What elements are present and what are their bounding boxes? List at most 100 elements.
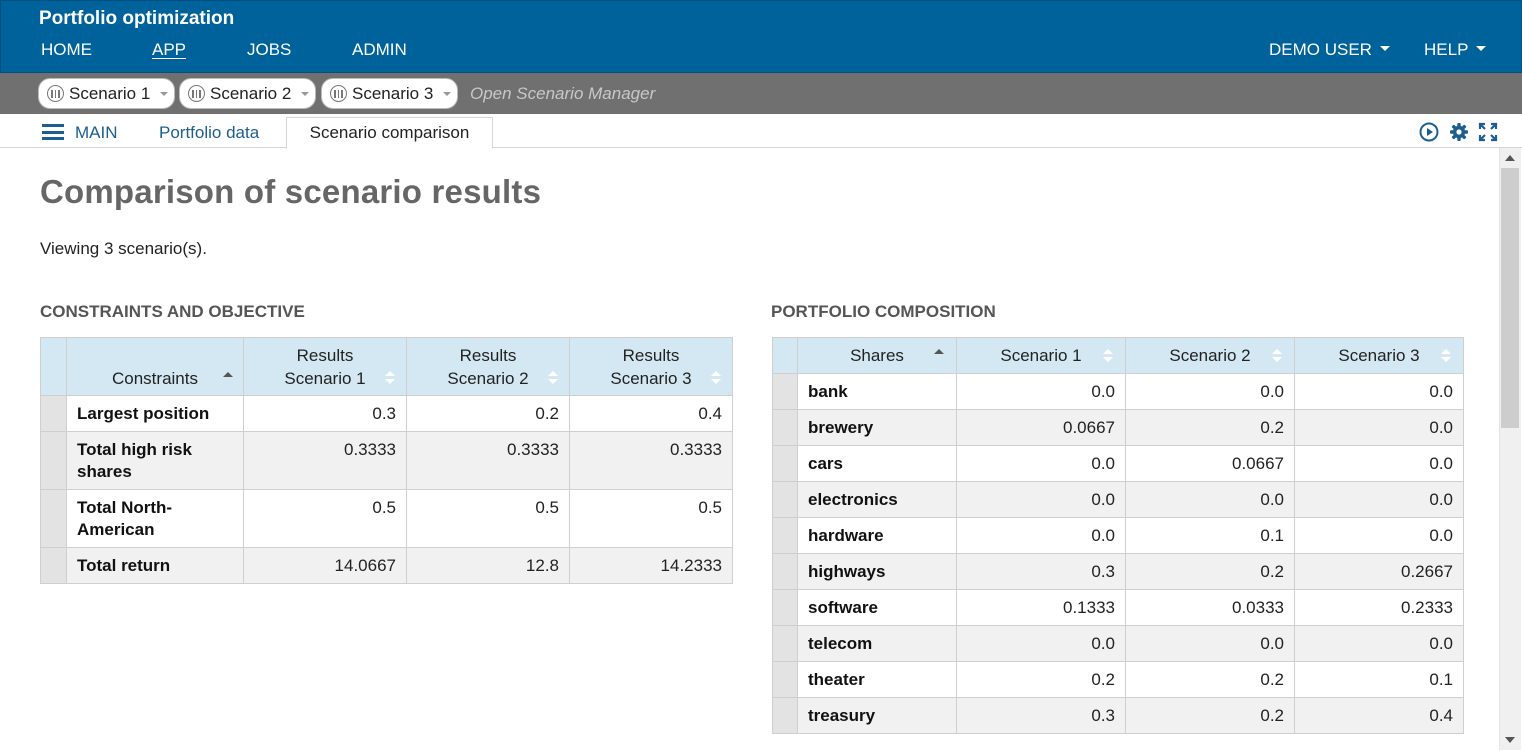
tab-portfolio-data[interactable]: Portfolio data	[159, 123, 260, 142]
column-header-scenario-3[interactable]: Scenario 3	[1294, 337, 1464, 374]
table-cell[interactable]: 0.0	[1294, 481, 1464, 518]
sort-icon[interactable]	[711, 371, 721, 385]
column-header-results-scenario-2[interactable]: Results Scenario 2	[406, 337, 570, 396]
fullscreen-icon[interactable]	[1478, 122, 1498, 142]
nav-home[interactable]: HOME	[41, 40, 92, 59]
table-cell[interactable]: 12.8	[406, 547, 570, 584]
table-cell[interactable]: 0.0667	[1125, 445, 1295, 482]
table-cell[interactable]: 0.0	[956, 445, 1126, 482]
table-cell[interactable]: 0.3333	[569, 431, 733, 490]
sort-ascending-icon[interactable]	[934, 349, 944, 355]
row-selector[interactable]	[772, 517, 798, 554]
table-cell[interactable]: 0.2333	[1294, 589, 1464, 626]
table-cell[interactable]: 0.4	[1294, 697, 1464, 734]
table-cell[interactable]: 0.2	[1125, 409, 1295, 446]
sort-icon[interactable]	[385, 371, 395, 385]
row-selector[interactable]	[772, 661, 798, 698]
scrollbar-thumb[interactable]	[1501, 168, 1519, 428]
table-cell[interactable]: 0.0	[1125, 625, 1295, 662]
column-header-constraints[interactable]: Constraints	[66, 337, 244, 396]
sort-icon[interactable]	[1441, 349, 1451, 363]
table-cell[interactable]: 0.1	[1125, 517, 1295, 554]
help-menu[interactable]: HELP	[1424, 40, 1487, 60]
table-cell[interactable]: 0.3333	[243, 431, 407, 490]
row-selector[interactable]	[772, 625, 798, 662]
table-cell[interactable]: 14.2333	[569, 547, 733, 584]
table-cell[interactable]: 0.0	[1294, 517, 1464, 554]
table-cell[interactable]: 0.0	[1125, 373, 1295, 410]
table-cell[interactable]: 0.0667	[956, 409, 1126, 446]
user-menu[interactable]: DEMO USER	[1269, 40, 1390, 60]
tab-scenario-comparison[interactable]: Scenario comparison	[286, 117, 493, 149]
nav-admin[interactable]: ADMIN	[352, 40, 407, 59]
table-cell[interactable]: 0.0	[1294, 625, 1464, 662]
row-selector[interactable]	[772, 373, 798, 410]
chevron-down-icon[interactable]	[443, 92, 451, 96]
scroll-up-arrow-icon[interactable]	[1505, 155, 1515, 161]
table-cell[interactable]: 0.0	[956, 517, 1126, 554]
scenario-pill-3[interactable]: Scenario 3	[321, 78, 458, 109]
table-cell[interactable]: 0.2	[1125, 697, 1295, 734]
sort-icon[interactable]	[548, 371, 558, 385]
table-cell[interactable]: 0.0	[956, 481, 1126, 518]
open-scenario-manager-link[interactable]: Open Scenario Manager	[470, 84, 656, 103]
table-cell[interactable]: 14.0667	[243, 547, 407, 584]
gear-icon[interactable]	[1449, 122, 1469, 142]
table-cell[interactable]: 0.5	[243, 489, 407, 548]
table-cell[interactable]: 0.1333	[956, 589, 1126, 626]
table-cell[interactable]: 0.2	[406, 395, 570, 432]
nav-jobs[interactable]: JOBS	[247, 40, 292, 59]
table-cell[interactable]: 0.0	[956, 625, 1126, 662]
row-selector[interactable]	[40, 395, 67, 432]
column-header-scenario-2[interactable]: Scenario 2	[1125, 337, 1295, 374]
table-cell[interactable]: 0.2	[1125, 661, 1295, 698]
sort-icon[interactable]	[1103, 349, 1113, 363]
table-cell[interactable]: 0.2	[956, 661, 1126, 698]
row-selector[interactable]	[772, 589, 798, 626]
column-header-label: Scenario 1	[1000, 345, 1082, 365]
row-selector[interactable]	[772, 553, 798, 590]
sort-ascending-icon[interactable]	[223, 372, 233, 378]
scenario-pill-2[interactable]: Scenario 2	[179, 78, 316, 109]
table-cell[interactable]: 0.0	[1294, 373, 1464, 410]
table-cell[interactable]: 0.1	[1294, 661, 1464, 698]
row-selector[interactable]	[772, 445, 798, 482]
table-cell[interactable]: 0.0	[1125, 481, 1295, 518]
row-selector[interactable]	[40, 547, 67, 584]
row-selector[interactable]	[40, 489, 67, 548]
table-cell[interactable]: 0.3	[956, 697, 1126, 734]
table-cell[interactable]: 0.5	[406, 489, 570, 548]
row-selector[interactable]	[772, 697, 798, 734]
chevron-down-icon[interactable]	[301, 92, 309, 96]
table-cell[interactable]: 0.0333	[1125, 589, 1295, 626]
hamburger-menu-icon[interactable]	[42, 124, 64, 140]
nav-app[interactable]: APP	[152, 40, 187, 59]
chevron-down-icon[interactable]	[160, 92, 168, 96]
table-cell[interactable]: 0.5	[569, 489, 733, 548]
row-selector[interactable]	[772, 481, 798, 518]
scenario-pill-1[interactable]: Scenario 1	[38, 78, 175, 109]
share-label: brewery	[797, 409, 957, 446]
table-cell[interactable]: 0.3	[956, 553, 1126, 590]
column-header-results-scenario-3[interactable]: Results Scenario 3	[569, 337, 733, 396]
play-icon[interactable]	[1419, 122, 1439, 142]
table-cell[interactable]: 0.3333	[406, 431, 570, 490]
table-cell[interactable]: 0.4	[569, 395, 733, 432]
table-cell[interactable]: 0.0	[1294, 409, 1464, 446]
row-selector[interactable]	[40, 431, 67, 490]
sort-icon[interactable]	[1272, 349, 1282, 363]
table-row: brewery 0.0667 0.2 0.0	[772, 409, 1464, 446]
table-cell[interactable]: 0.0	[1294, 445, 1464, 482]
table-cell[interactable]: 0.2667	[1294, 553, 1464, 590]
scroll-down-arrow-icon[interactable]	[1505, 737, 1515, 743]
table-cell[interactable]: 0.2	[1125, 553, 1295, 590]
table-cell[interactable]: 0.0	[956, 373, 1126, 410]
column-header-scenario-1[interactable]: Scenario 1	[956, 337, 1126, 374]
chevron-down-icon	[1379, 46, 1390, 52]
column-header-shares[interactable]: Shares	[797, 337, 957, 374]
column-header-results-scenario-1[interactable]: Results Scenario 1	[243, 337, 407, 396]
row-selector[interactable]	[772, 409, 798, 446]
scenario-pill-label: Scenario 1	[69, 83, 151, 103]
table-cell[interactable]: 0.3	[243, 395, 407, 432]
tab-main[interactable]: MAIN	[75, 123, 118, 142]
